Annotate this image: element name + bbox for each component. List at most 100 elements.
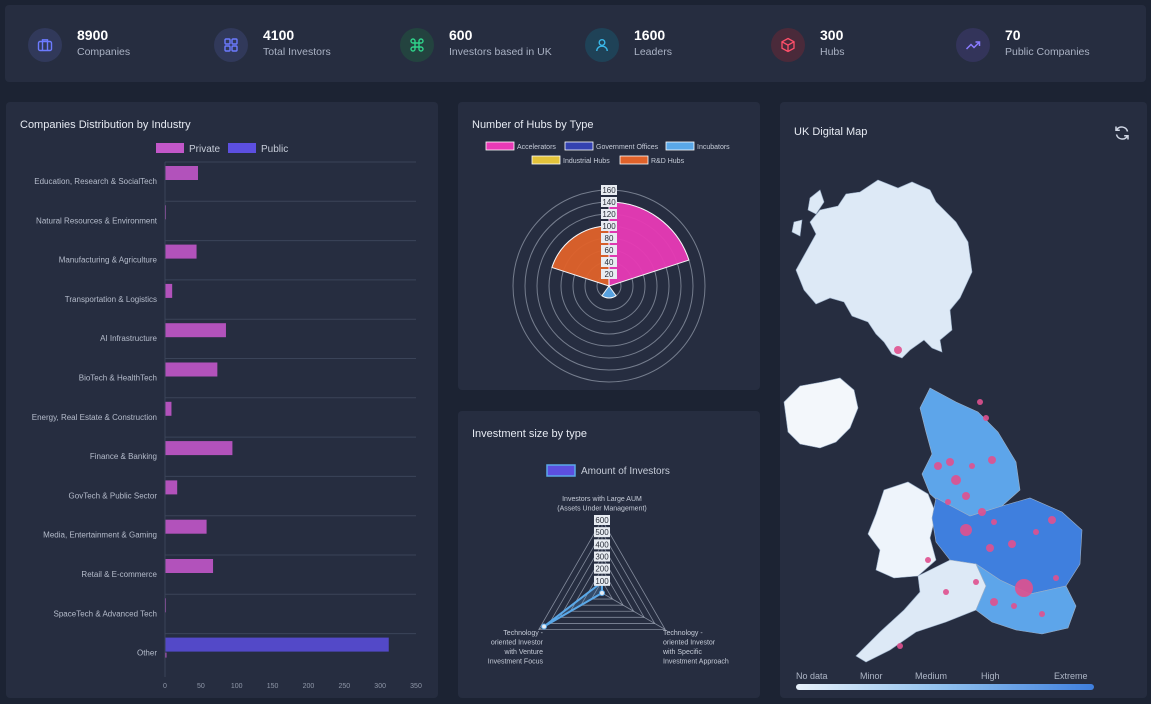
stat-value: 600 xyxy=(449,27,473,43)
map-title: UK Digital Map xyxy=(794,126,868,138)
uk-map[interactable]: No data Minor Medium High Extreme xyxy=(780,102,1147,698)
radar-point[interactable] xyxy=(541,623,548,630)
tick-backdrop xyxy=(601,233,617,243)
bar-public[interactable] xyxy=(165,637,389,652)
category-label: Manufacturing & Agriculture xyxy=(59,256,158,265)
category-label: GovTech & Public Sector xyxy=(69,491,158,500)
legend-label: Extreme xyxy=(1054,671,1088,681)
polar-wedge[interactable] xyxy=(551,225,610,287)
chart-legend: Private Public xyxy=(156,143,288,155)
x-tick-label: 0 xyxy=(163,683,167,690)
region-north-england[interactable] xyxy=(919,387,1021,517)
tick-backdrop xyxy=(601,245,617,255)
legend-label: High xyxy=(981,671,1000,681)
category-label: Education, Research & SocialTech xyxy=(34,177,157,186)
trend-up-icon xyxy=(956,28,990,62)
r-tick-label: 300 xyxy=(595,553,609,562)
category-label: Media, Entertainment & Gaming xyxy=(43,531,157,540)
bar-private[interactable] xyxy=(165,362,218,377)
polar-wedge[interactable] xyxy=(601,285,617,299)
x-tick-label: 150 xyxy=(267,683,279,690)
stat-label: Companies xyxy=(77,46,131,58)
grid-icon xyxy=(214,28,248,62)
r-tick-label: 80 xyxy=(605,234,614,243)
chart-title: Investment size by type xyxy=(472,428,587,440)
hubs-polar-chart: Accelerators Government Offices Incubators… xyxy=(485,141,730,383)
region-northern-ireland[interactable] xyxy=(783,377,859,449)
region-south-west[interactable] xyxy=(855,559,987,663)
bar-private[interactable] xyxy=(165,166,198,180)
chart-legend: Accelerators Government Offices Incubators… xyxy=(485,141,730,165)
command-icon xyxy=(400,28,434,62)
category-label: Finance & Banking xyxy=(90,452,157,461)
bar-private[interactable] xyxy=(165,323,226,338)
briefcase-icon xyxy=(28,28,62,62)
stat-label: Public Companies xyxy=(1005,46,1090,58)
tick-backdrop xyxy=(601,209,617,219)
stat-public-companies[interactable]: 70 Public Companies xyxy=(956,26,1126,66)
bar-private[interactable] xyxy=(165,283,173,298)
region-scotland[interactable] xyxy=(795,179,973,359)
tick-backdrop xyxy=(594,527,610,538)
legend-swatch xyxy=(485,141,515,151)
tick-backdrop xyxy=(594,563,610,574)
r-tick-label: 600 xyxy=(595,516,609,525)
radar-gridline xyxy=(538,519,666,630)
stat-value: 1600 xyxy=(634,27,666,43)
stat-total-investors[interactable]: 4100 Total Investors xyxy=(214,26,374,66)
polar-wedge[interactable] xyxy=(608,201,690,287)
bar-private[interactable] xyxy=(165,559,214,573)
radar-series[interactable] xyxy=(543,580,603,628)
radar-point[interactable] xyxy=(599,590,605,596)
tick-backdrop xyxy=(594,539,610,550)
map-legend-labels: No data Minor Medium High Extreme xyxy=(796,671,1088,681)
bar-private[interactable] xyxy=(165,480,178,495)
bar-private[interactable] xyxy=(165,441,233,456)
bar-private[interactable] xyxy=(165,652,167,658)
legend-label: R&D Hubs xyxy=(651,158,685,165)
legend-swatch xyxy=(665,141,695,151)
tick-backdrop xyxy=(601,257,617,267)
r-tick-label: 20 xyxy=(605,270,614,279)
r-tick-label: 60 xyxy=(605,246,614,255)
legend-swatch xyxy=(564,141,594,151)
bar-private[interactable] xyxy=(165,401,172,416)
category-label: Natural Resources & Environment xyxy=(36,216,158,225)
category-label: Transportation & Logistics xyxy=(65,295,157,304)
r-tick-label: 120 xyxy=(602,210,616,219)
axis-label: Technology -oriented Investor with Specif… xyxy=(662,630,729,666)
chart-title: Companies Distribution by Industry xyxy=(20,119,191,131)
r-tick-label: 200 xyxy=(595,565,609,574)
radar-gridline xyxy=(548,531,656,624)
hub-markers[interactable] xyxy=(894,346,1059,649)
map-card: UK Digital Map xyxy=(780,102,1147,698)
refresh-icon[interactable] xyxy=(1113,124,1131,142)
bar-private[interactable] xyxy=(165,519,207,534)
r-tick-label: 400 xyxy=(595,540,609,549)
region-wales[interactable] xyxy=(867,481,937,579)
r-tick-label: 500 xyxy=(595,528,609,537)
stat-companies[interactable]: 8900 Companies xyxy=(28,26,188,66)
r-tick-label: 140 xyxy=(602,198,616,207)
cube-icon xyxy=(771,28,805,62)
stat-label: Investors based in UK xyxy=(449,46,552,58)
axis-label: Technology -oriented Investor with Ventur… xyxy=(488,630,544,666)
stat-label: Total Investors xyxy=(263,46,331,58)
stat-leaders[interactable]: 1600 Leaders xyxy=(585,26,745,66)
stat-investors-uk[interactable]: 600 Investors based in UK xyxy=(400,26,570,66)
x-tick-label: 50 xyxy=(197,683,205,690)
legend-label: Industrial Hubs xyxy=(563,158,610,165)
radar-gridline xyxy=(569,555,635,612)
radar-gridline xyxy=(590,580,614,600)
bar-private[interactable] xyxy=(165,244,197,259)
investment-chart-card: Investment size by type Amount of Invest… xyxy=(458,411,760,698)
category-label: AI Infrastructure xyxy=(100,334,157,343)
legend-label: Minor xyxy=(860,671,883,681)
x-tick-label: 350 xyxy=(410,683,422,690)
legend-label: Private xyxy=(189,144,221,155)
stats-bar: 8900 Companies 4100 Total Investors 600 … xyxy=(5,5,1146,82)
stat-hubs[interactable]: 300 Hubs xyxy=(771,26,931,66)
radar-gridline xyxy=(580,567,624,606)
legend-label: Public xyxy=(261,144,288,155)
chart-title: Number of Hubs by Type xyxy=(472,119,594,131)
